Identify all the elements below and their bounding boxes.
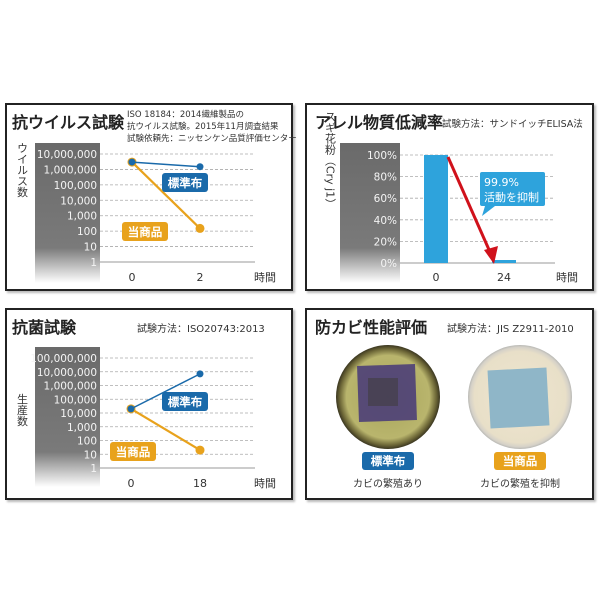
y-tick-label: 40%	[374, 215, 397, 227]
antiviral-subtitle-3: 試験依頼先：ニッセンケン品質評価センター	[127, 133, 297, 144]
data-point-product	[195, 223, 205, 233]
y-tick-label: 100	[77, 226, 97, 238]
series-line-standard	[130, 373, 201, 410]
antibacterial-title: 抗菌試験	[12, 318, 77, 337]
series-line-product	[130, 407, 201, 452]
legend-badge-product	[110, 442, 156, 461]
y-tick-label: 1,000	[67, 422, 97, 434]
y-tick-label: 10,000	[60, 195, 97, 207]
mold-badge-standard-label: 標準布	[371, 454, 406, 468]
x-tick-label: 0	[433, 271, 440, 284]
y-tick-label: 10	[84, 449, 97, 461]
y-tick-label: 1	[90, 257, 97, 269]
y-tick-label: 100%	[367, 150, 397, 162]
petri-dish-product	[468, 345, 572, 449]
antiviral-subtitle-1: ISO 18184：2014繊維製品の	[127, 109, 244, 120]
y-tick-label: 100,000	[54, 180, 97, 192]
annotation-callout-tail	[482, 206, 495, 216]
data-point-standard	[127, 405, 135, 413]
legend-badge-product	[122, 222, 168, 241]
annotation-text: 活動を抑制	[484, 190, 539, 204]
x-tick-label: 24	[497, 271, 511, 284]
y-tick-label: 80%	[374, 172, 397, 184]
reduction-arrowhead	[484, 246, 498, 264]
mold-caption-standard: カビの繁殖あり	[353, 477, 423, 490]
x-tick-label: 0	[128, 477, 135, 490]
annotation-callout	[480, 172, 545, 206]
legend-label-product: 当商品	[128, 225, 163, 239]
antibacterial-subtitle: 試験方法：ISO20743:2013	[137, 322, 265, 335]
x-axis-label: 時間	[254, 477, 276, 490]
data-point-standard	[128, 158, 136, 166]
y-axis-band	[35, 143, 100, 283]
bar	[424, 155, 448, 263]
x-tick-label: 2	[197, 271, 204, 284]
y-tick-label: 100,000,000	[30, 353, 97, 365]
mold-badge-product	[494, 452, 546, 470]
y-tick-label: 10	[84, 242, 97, 254]
legend-label-product: 当商品	[116, 445, 151, 459]
allergen-subtitle: 試験方法：サンドイッチELISA法	[442, 118, 583, 130]
y-tick-label: 60%	[374, 193, 397, 205]
y-tick-label: 100	[77, 436, 97, 448]
x-axis-label: 時間	[254, 271, 276, 284]
antiviral-subtitle-2: 抗ウイルス試験。2015年11月調査結果	[127, 121, 279, 132]
legend-label-standard: 標準布	[168, 395, 203, 409]
legend-label-standard: 標準布	[168, 176, 203, 190]
allergen-chart: 100% 80% 60% 40% 20% 0% 0 24 時間 スギ花粉（Cry j1） 99.9%…	[324, 111, 579, 284]
antiviral-chart: 10,000,0001,000,000100,00010,0001,000100…	[16, 142, 277, 284]
antiviral-title: 抗ウイルス試験	[12, 113, 125, 132]
y-tick-label: 1	[90, 463, 97, 475]
x-tick-label: 18	[193, 477, 207, 490]
x-tick-label: 0	[129, 271, 136, 284]
reduction-arrow	[446, 156, 492, 253]
y-axis-label: 生産数	[16, 392, 29, 427]
x-axis-label: 時間	[556, 271, 578, 284]
y-tick-label: 20%	[374, 236, 397, 248]
y-axis-label: ウイルス数	[16, 142, 29, 198]
y-tick-label: 0%	[380, 258, 397, 270]
petri-dish-standard	[336, 345, 440, 449]
data-point-standard	[196, 370, 204, 378]
series-line-product	[131, 161, 201, 230]
mold-title: 防カビ性能評価	[315, 318, 427, 337]
mold-caption-product: カビの繁殖を抑制	[480, 477, 560, 490]
y-axis-band	[35, 347, 100, 487]
y-tick-label: 100,000	[54, 394, 97, 406]
allergen-title: アレル物質低減率	[315, 113, 443, 132]
mold-badge-standard	[362, 452, 414, 470]
data-point-product	[195, 445, 205, 455]
y-tick-label: 10,000	[60, 408, 97, 420]
y-tick-label: 1,000,000	[44, 381, 97, 393]
legend-badge-standard	[162, 173, 208, 192]
bar	[492, 260, 516, 263]
mold-subtitle: 試験方法：JIS Z2911-2010	[447, 322, 574, 335]
data-point-standard	[196, 163, 204, 171]
annotation-percent: 99.9%	[484, 176, 519, 189]
y-axis-band	[340, 143, 400, 283]
series-line-standard	[131, 161, 201, 168]
y-tick-label: 10,000,000	[37, 149, 97, 161]
y-tick-label: 10,000,000	[37, 367, 97, 379]
y-tick-label: 1,000,000	[44, 164, 97, 176]
mold-badge-product-label: 当商品	[503, 454, 538, 468]
y-tick-label: 1,000	[67, 211, 97, 223]
legend-badge-standard	[162, 392, 208, 411]
y-axis-label: スギ花粉（Cry j1）	[324, 111, 337, 209]
